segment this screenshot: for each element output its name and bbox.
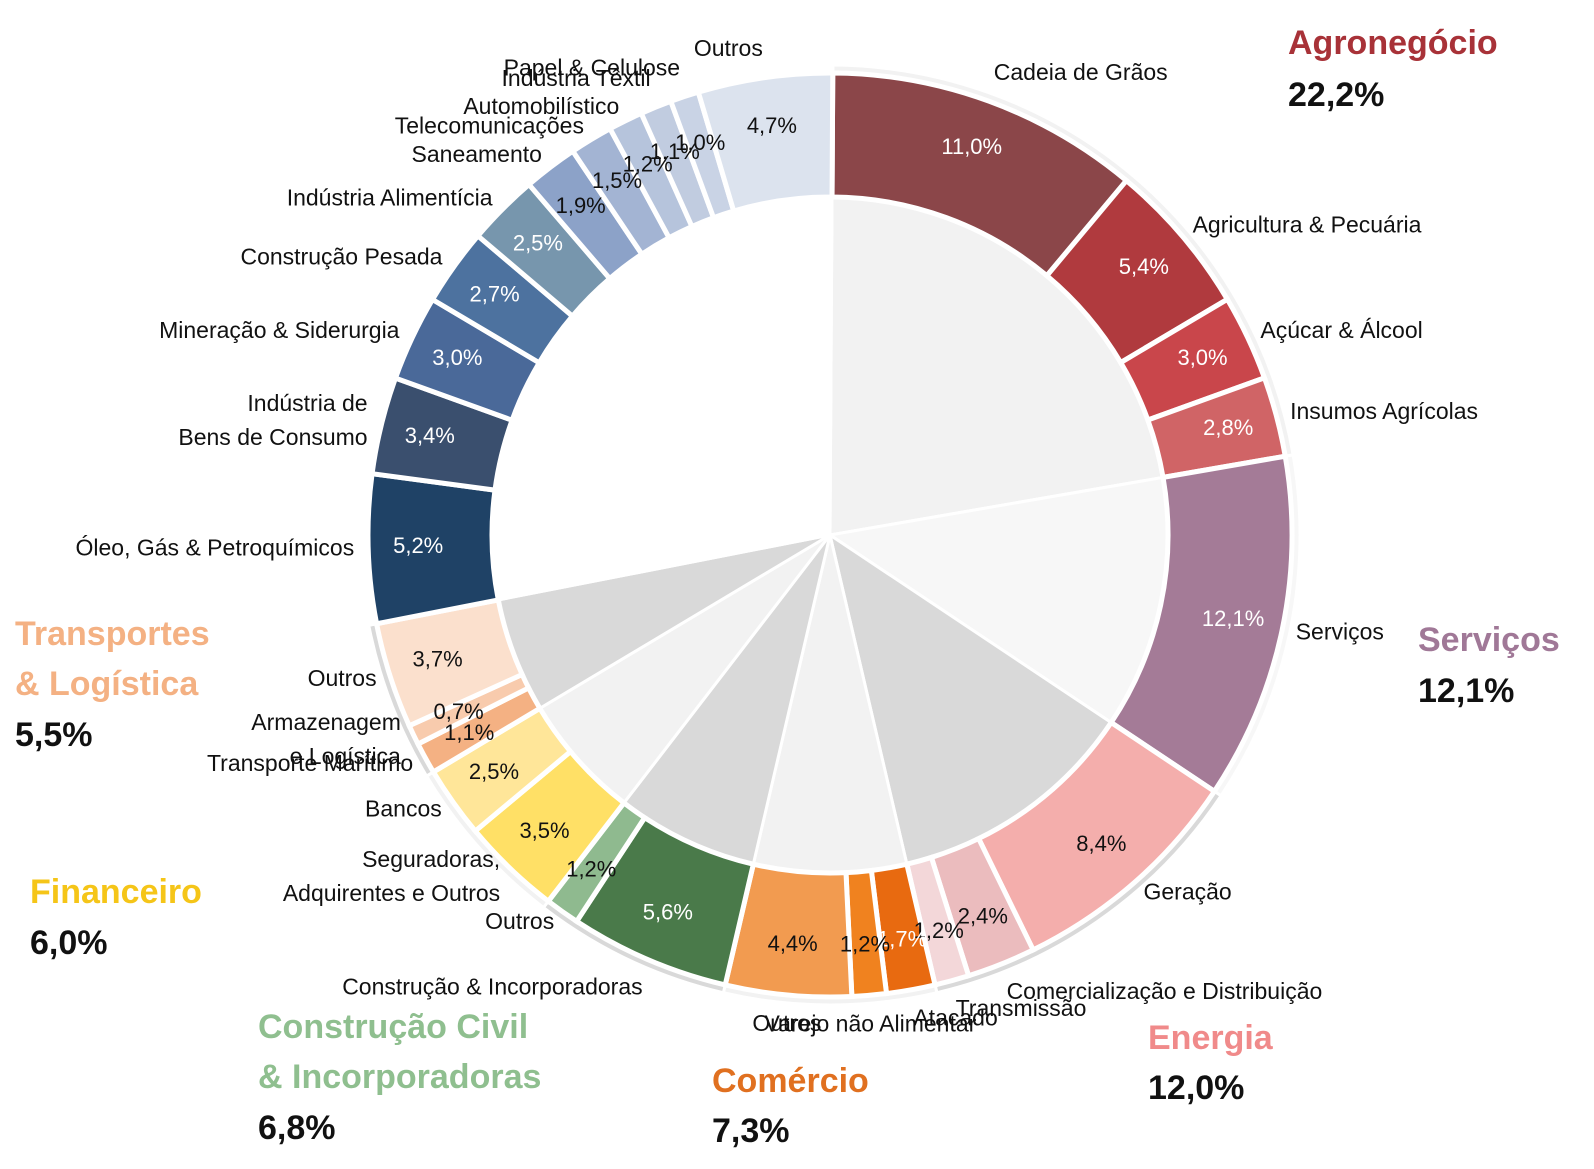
value-label: 2,5% [469, 759, 519, 784]
group-total: 7,3% [712, 1112, 790, 1150]
group-total: 22,2% [1288, 76, 1384, 114]
group-total: 6,8% [258, 1109, 336, 1147]
value-label: 2,8% [1203, 415, 1253, 440]
segment-name: Indústria Alimentícia [287, 184, 493, 210]
segment-name: Saneamento [412, 141, 542, 167]
group-name: Construção Civil & Incorporadoras [258, 1008, 541, 1096]
value-label: 1,2% [566, 857, 616, 882]
value-label: 12,1% [1202, 606, 1264, 631]
value-label: 1,0% [675, 130, 725, 155]
value-label: 2,7% [470, 282, 520, 307]
value-label: 1,2% [623, 151, 673, 176]
segment-name: Indústria de Bens de Consumo [178, 390, 367, 450]
segment-name: Comercialização e Distribuição [1007, 978, 1323, 1004]
value-label: 5,2% [393, 533, 443, 558]
segment-name: Insumos Agrícolas [1290, 398, 1478, 424]
ring-segment [695, 70, 836, 215]
value-label: 3,0% [1177, 345, 1227, 370]
value-label: 5,4% [1119, 254, 1169, 279]
segment-name: Construção & Incorporadoras [342, 974, 642, 1000]
value-label: 11,0% [941, 134, 1002, 159]
segment-name: Óleo, Gás & Petroquímicos [76, 534, 355, 560]
group-name: Energia [1148, 1019, 1274, 1057]
group-total: 12,1% [1418, 672, 1514, 710]
segment-name: Bancos [365, 795, 442, 821]
value-label: 3,0% [432, 345, 482, 370]
group-name: Serviços [1418, 621, 1560, 659]
group-total: 5,5% [15, 716, 93, 754]
segment-name: Armazenagem e Logística [251, 709, 401, 769]
value-label: 1,5% [592, 168, 642, 193]
group-total: 6,0% [30, 924, 108, 962]
group-name: Agronegócio [1288, 24, 1498, 62]
segment-name: Atacado [913, 1005, 997, 1031]
value-label: 3,4% [405, 423, 455, 448]
segment-name: Varejo não Alimentar [765, 1010, 977, 1036]
segment-name: Indústria Têxtil [502, 65, 651, 91]
value-label: 0,7% [433, 699, 483, 724]
segment-name: Serviços [1296, 619, 1384, 645]
segment-name: Telecomunicações [395, 113, 584, 139]
value-label: 1,9% [556, 193, 606, 218]
value-label: 1,1% [650, 139, 700, 164]
segment-name: Automobilístico [463, 93, 619, 119]
group-name: Financeiro [30, 873, 202, 911]
segment-name: Outros [694, 35, 763, 61]
value-label: 3,5% [519, 818, 569, 843]
value-label: 1,2% [914, 918, 964, 943]
segment-name: Outros [308, 665, 377, 691]
segment-name: Transmissão [956, 995, 1087, 1021]
segment-name: Construção Pesada [240, 244, 442, 270]
segment-name: Agricultura & Pecuária [1193, 212, 1422, 238]
value-label: 2,4% [958, 903, 1008, 928]
segment-name: Outros [485, 908, 554, 934]
value-label: 1,7% [877, 926, 927, 951]
group-total: 12,0% [1148, 1069, 1244, 1107]
value-label: 2,5% [513, 230, 563, 255]
value-label: 3,7% [412, 646, 462, 671]
group-name: Transportes & Logística [15, 615, 210, 703]
segment-name: Outros [752, 1010, 821, 1036]
segment-name: Cadeia de Grãos [994, 59, 1168, 85]
segment-name: Mineração & Siderurgia [159, 317, 400, 343]
value-label: 5,6% [643, 900, 693, 925]
value-label: 8,4% [1076, 831, 1126, 856]
value-label: 4,7% [747, 113, 797, 138]
segment-name: Transporte Marítimo [207, 750, 413, 776]
segment-name: Açúcar & Álcool [1260, 317, 1422, 343]
value-label: 4,4% [768, 931, 818, 956]
segment-name: Geração [1144, 878, 1232, 904]
value-label: 1,1% [444, 720, 494, 745]
segment-name: Papel & Celulose [504, 54, 680, 80]
segment-name: Seguradoras, Adquirentes e Outros [283, 846, 500, 906]
group-name: Comércio [712, 1062, 869, 1100]
value-label: 1,2% [840, 931, 890, 956]
